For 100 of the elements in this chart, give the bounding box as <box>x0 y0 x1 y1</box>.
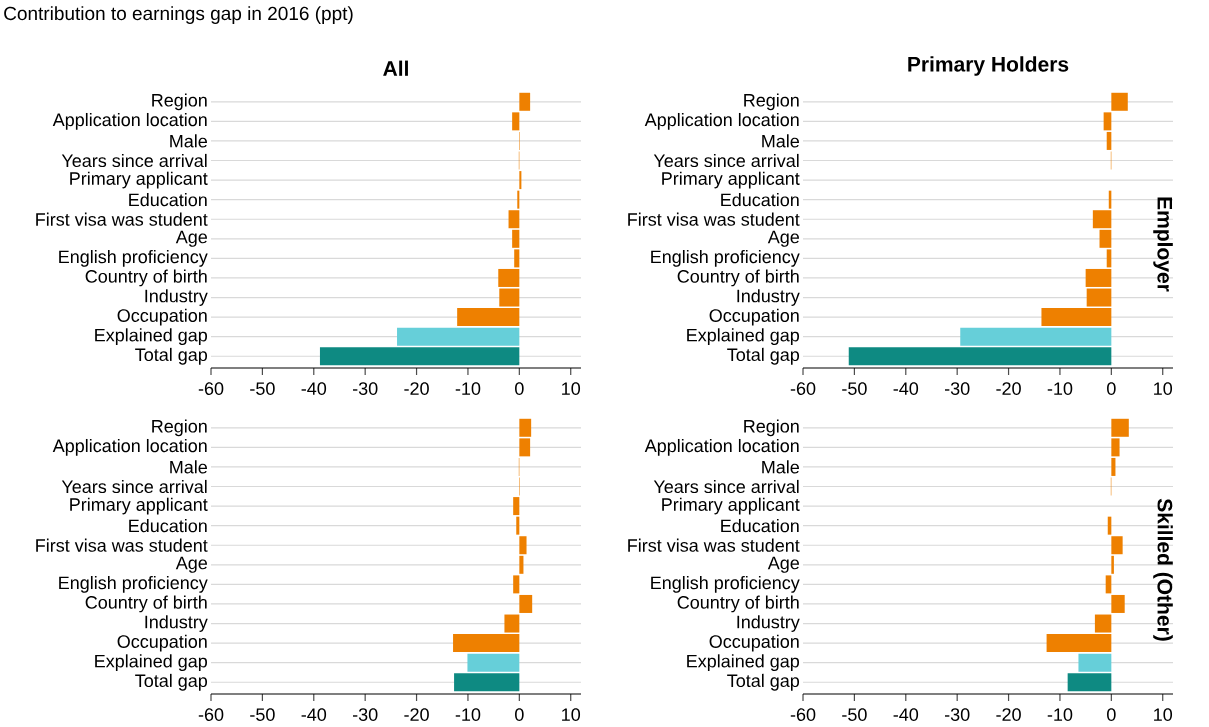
y-tick-label: Age <box>767 230 799 247</box>
bar <box>519 594 533 613</box>
y-tick-label: Years since arrival <box>61 479 207 494</box>
y-tick-label: English proficiency <box>59 576 208 593</box>
x-tick-label: -10 <box>1047 382 1073 395</box>
x-tick-label: -50 <box>842 708 867 721</box>
y-tick-label: Industry <box>145 289 208 306</box>
x-tick-label: 10 <box>1154 708 1173 721</box>
x-tick-label: 10 <box>562 382 581 395</box>
x-tick-label: -60 <box>790 382 816 395</box>
chart-title: Primary Holders <box>908 56 1069 76</box>
y-tick-label: Education <box>721 519 799 533</box>
x-tick-label: 0 <box>1107 382 1116 395</box>
x-tick-label: 10 <box>562 708 581 721</box>
bar <box>1111 594 1125 613</box>
bar <box>1078 653 1112 672</box>
y-tick-label: Country of birth <box>85 595 207 613</box>
chart-title: All <box>383 60 408 76</box>
x-tick-label: -50 <box>250 708 275 721</box>
y-tick-label: First visa was student <box>36 212 208 226</box>
y-tick-label: First visa was student <box>628 212 800 226</box>
y-tick-label: Country of birth <box>677 595 799 613</box>
bar <box>1067 673 1112 692</box>
y-tick-label: Explained gap <box>687 654 800 672</box>
bar <box>1111 536 1123 555</box>
x-tick-label: -60 <box>198 708 224 721</box>
x-tick-label: -20 <box>996 708 1021 721</box>
y-tick-label: Age <box>767 556 799 573</box>
y-tick-label: Male <box>170 134 207 148</box>
bar <box>467 653 520 672</box>
x-tick-label: -50 <box>250 382 275 395</box>
y-tick-label: Years since arrival <box>61 153 207 168</box>
y-tick-label: Application location <box>52 439 207 456</box>
y-tick-label: Occupation <box>117 308 207 326</box>
y-tick-label: Application location <box>52 113 207 130</box>
y-tick-label: First visa was student <box>36 538 208 552</box>
y-tick-label: Total gap <box>135 347 208 365</box>
y-tick-label: Application location <box>644 439 799 456</box>
x-tick-label: 0 <box>515 382 524 395</box>
y-tick-label: Years since arrival <box>653 153 799 168</box>
x-tick-label: 10 <box>1154 382 1173 395</box>
y-tick-label: Region <box>744 93 799 111</box>
y-tick-label: Male <box>762 134 799 148</box>
y-tick-label: Primary applicant <box>70 497 208 515</box>
y-tick-label: Education <box>129 519 207 533</box>
y-tick-label: Explained gap <box>95 654 208 672</box>
x-tick-label: -60 <box>198 382 224 395</box>
x-tick-label: -10 <box>1047 708 1073 721</box>
x-tick-label: -30 <box>352 708 378 721</box>
y-tick-label: Occupation <box>709 634 799 652</box>
y-tick-label: Education <box>129 193 207 207</box>
x-tick-label: -10 <box>455 708 481 721</box>
bar <box>1111 555 1114 574</box>
y-tick-label: English proficiency <box>651 576 800 593</box>
y2-axis-title: Employer <box>1153 197 1173 292</box>
bar <box>513 575 520 594</box>
y-tick-label: First visa was student <box>628 538 800 552</box>
y-tick-label: Country of birth <box>677 269 799 287</box>
y-tick-label: Industry <box>145 615 208 632</box>
x-tick-label: -20 <box>404 382 429 395</box>
x-tick-label: -40 <box>301 382 327 395</box>
bar <box>519 536 527 555</box>
bar <box>519 92 531 111</box>
y-tick-label: Occupation <box>709 308 799 326</box>
y-tick-label: Region <box>152 419 207 437</box>
bar <box>1111 457 1116 476</box>
bar <box>319 347 520 366</box>
y-tick-label: Age <box>175 556 207 573</box>
bar <box>519 171 522 190</box>
y2-axis-title: Skilled (Other) <box>1153 498 1173 641</box>
y-tick-label: Application location <box>644 113 799 130</box>
x-tick-label: -40 <box>893 708 919 721</box>
x-tick-label: 0 <box>1107 708 1116 721</box>
x-tick-label: 0 <box>515 708 524 721</box>
x-tick-label: -40 <box>893 382 919 395</box>
y-tick-label: Primary applicant <box>70 171 208 189</box>
y-tick-label: Primary applicant <box>662 497 800 515</box>
y-tick-label: Country of birth <box>85 269 207 287</box>
bar <box>498 268 520 287</box>
y-tick-label: Region <box>152 93 207 111</box>
x-tick-label: -10 <box>455 382 481 395</box>
bar <box>516 516 520 535</box>
y-tick-label: Male <box>170 460 207 474</box>
bar <box>512 112 520 131</box>
bar <box>519 555 524 574</box>
bar <box>513 497 520 516</box>
y-tick-label: Total gap <box>135 673 208 691</box>
y-tick-label: English proficiency <box>59 250 208 267</box>
y-tick-label: Primary applicant <box>662 171 800 189</box>
y-tick-label: Region <box>744 419 799 437</box>
x-tick-label: -40 <box>301 708 327 721</box>
y-tick-label: Total gap <box>727 673 800 691</box>
x-tick-label: -20 <box>404 708 429 721</box>
y-tick-label: Male <box>762 460 799 474</box>
bar <box>454 673 520 692</box>
y-tick-label: Explained gap <box>95 328 208 346</box>
y-tick-label: Age <box>175 230 207 247</box>
x-tick-label: -50 <box>842 382 867 395</box>
y-tick-label: Industry <box>737 615 800 632</box>
x-tick-label: -30 <box>352 382 378 395</box>
